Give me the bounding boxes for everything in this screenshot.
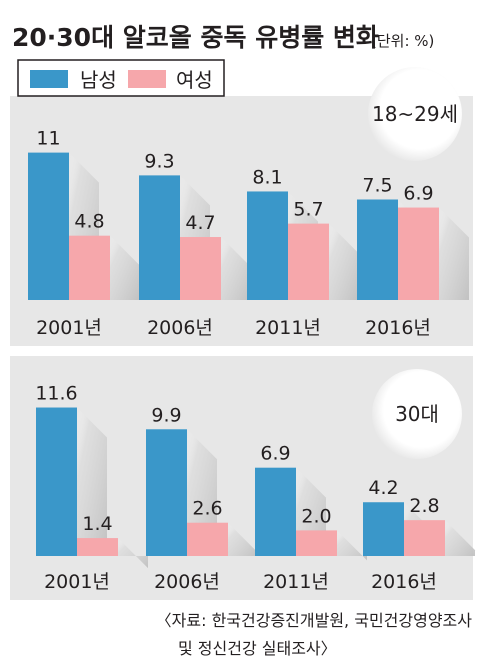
value-label-male-0: 11.6 bbox=[35, 383, 77, 405]
bar-male-2 bbox=[247, 191, 288, 300]
legend-swatch-male bbox=[30, 70, 68, 88]
bar-shadow bbox=[118, 538, 148, 569]
bar-female-0 bbox=[69, 235, 110, 300]
bar-shadow bbox=[329, 223, 359, 300]
category-label-3: 2016년 bbox=[365, 317, 431, 339]
bar-female-3 bbox=[398, 207, 439, 300]
bar-male-1 bbox=[139, 175, 180, 300]
category-label-3: 2016년 bbox=[371, 571, 437, 593]
bar-female-2 bbox=[288, 223, 329, 300]
category-label-1: 2006년 bbox=[154, 571, 220, 593]
bar-female-0 bbox=[77, 538, 118, 556]
bar-group-30s: 11.6 1.4 2001년 9.9 2.6 2006년 6.9 2.0 2011년 4.2 2.8… bbox=[35, 383, 475, 593]
bar-male-0 bbox=[28, 152, 69, 300]
value-label-female-3: 2.8 bbox=[409, 495, 439, 517]
bar-shadow bbox=[77, 407, 107, 556]
value-label-female-0: 1.4 bbox=[82, 513, 112, 535]
legend-label-female: 여성 bbox=[176, 68, 213, 92]
group-label-bottom: 30대 bbox=[395, 402, 439, 426]
panel-divider bbox=[10, 346, 473, 356]
chart-unit: (단위: %) bbox=[371, 32, 434, 50]
category-label-0: 2001년 bbox=[36, 317, 102, 339]
bar-shadow bbox=[439, 207, 469, 300]
category-label-0: 2001년 bbox=[44, 571, 110, 593]
value-label-male-0: 11 bbox=[36, 128, 60, 150]
category-label-2: 2011년 bbox=[255, 317, 321, 339]
value-label-male-1: 9.3 bbox=[144, 150, 174, 172]
value-label-male-3: 7.5 bbox=[362, 175, 392, 197]
bubble-circle-top bbox=[368, 67, 462, 161]
value-label-male-1: 9.9 bbox=[151, 404, 181, 426]
value-label-female-2: 2.0 bbox=[301, 505, 331, 527]
bar-shadow bbox=[221, 237, 251, 300]
legend-label-male: 남성 bbox=[80, 68, 117, 92]
chart-title: 20·30대 알코올 중독 유병률 변화 bbox=[12, 23, 379, 52]
bar-female-3 bbox=[404, 520, 445, 556]
value-label-male-2: 8.1 bbox=[252, 166, 282, 188]
bar-male-2 bbox=[255, 467, 296, 556]
group-label-top: 18~29세 bbox=[372, 102, 458, 126]
bar-male-1 bbox=[146, 429, 187, 556]
value-label-female-0: 4.8 bbox=[74, 211, 104, 233]
value-label-male-2: 6.9 bbox=[260, 443, 290, 465]
legend-swatch-female bbox=[128, 70, 166, 88]
group-bubble-bottom: 30대 bbox=[372, 369, 462, 459]
bar-male-3 bbox=[363, 502, 404, 556]
bar-male-0 bbox=[36, 407, 77, 556]
bar-shadow bbox=[445, 520, 475, 556]
value-label-male-3: 4.2 bbox=[368, 477, 398, 499]
bar-shadow bbox=[337, 530, 367, 561]
category-label-1: 2006년 bbox=[147, 317, 213, 339]
value-label-female-1: 2.6 bbox=[192, 498, 222, 520]
category-label-2: 2011년 bbox=[263, 571, 329, 593]
group-bubble-top: 18~29세 bbox=[368, 67, 462, 161]
value-label-female-2: 5.7 bbox=[293, 199, 323, 221]
bar-female-1 bbox=[180, 237, 221, 300]
source-line-2: 및 정신건강 실태조사〉 bbox=[178, 639, 337, 658]
bar-female-1 bbox=[187, 522, 228, 556]
bar-group-18-29: 11 4.8 2001년 9.3 4.7 2006년 8.1 5.7 2011년 7.5 6.9 20… bbox=[28, 128, 469, 339]
bubble-circle-bottom bbox=[372, 369, 462, 459]
source-line-1: 〈자료: 한국건강증진개발원, 국민건강영양조사 bbox=[156, 611, 473, 630]
value-label-female-3: 6.9 bbox=[403, 183, 433, 205]
bar-shadow bbox=[110, 235, 140, 300]
legend: 남성 여성 bbox=[17, 59, 225, 97]
bar-shadow bbox=[228, 522, 258, 556]
value-label-female-1: 4.7 bbox=[185, 212, 215, 234]
bar-female-2 bbox=[296, 530, 337, 556]
bar-male-3 bbox=[357, 199, 398, 300]
